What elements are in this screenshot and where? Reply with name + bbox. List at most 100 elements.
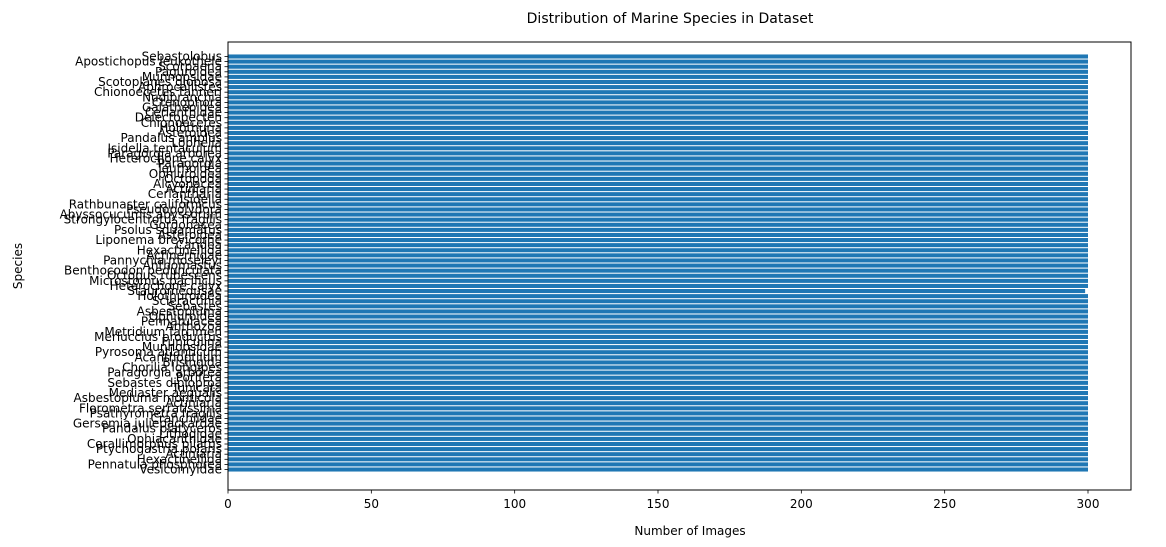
y-tick-label: Abyssocucumis abyssorum [60, 208, 222, 222]
y-tick-label: Lophelia [172, 136, 222, 150]
x-ticks-group: 0 50 100 150 200 250 300 [224, 490, 1099, 511]
plot-frame [227, 41, 1132, 491]
bar [228, 243, 1088, 248]
y-tick-label: Paragorgia [158, 157, 222, 171]
bar [228, 207, 1088, 212]
x-tick-label: 100 [503, 497, 526, 511]
bars-group [228, 54, 1088, 472]
bar [228, 345, 1088, 350]
bar [228, 406, 1088, 411]
y-tick-label: Brisingida [162, 355, 222, 369]
y-tick-label: Hexactinellida [137, 243, 222, 257]
bar [228, 146, 1088, 151]
bar [228, 181, 1088, 187]
y-tick-label: Octopus rubescens [107, 269, 222, 283]
bar [228, 441, 1088, 447]
y-tick-label: Acanthoptilum [135, 350, 223, 364]
bar [228, 171, 1088, 176]
bar [228, 85, 1088, 90]
bar [228, 217, 1088, 222]
bar [228, 380, 1088, 385]
y-tick-label: Holothuroidea [137, 289, 222, 303]
bar [228, 120, 1088, 125]
y-tick-label: Tunicata [171, 381, 222, 395]
y-axis-label: Species [11, 243, 25, 289]
bar [228, 452, 1088, 457]
bar [228, 197, 1088, 202]
bar [228, 324, 1088, 329]
y-tick-label: Chorilia longipes [122, 361, 222, 375]
y-tick-label: Metridium farcimen [104, 325, 222, 339]
y-tick-label: Sebastes diploproa [107, 376, 222, 390]
y-tick-label: Pandalus platyceros [102, 422, 222, 436]
bar [228, 299, 1088, 304]
bar [228, 232, 1088, 237]
bar [228, 390, 1088, 396]
bar [228, 141, 1088, 146]
y-tick-label: Galatheoidea [142, 100, 222, 114]
y-tick-label: Sebastolobus [142, 50, 222, 64]
y-tick-label: Actiniaria [165, 182, 222, 196]
bar [228, 375, 1088, 380]
x-tick-label: 300 [1077, 497, 1100, 511]
bar [228, 283, 1088, 288]
y-tick-label: Isidella [180, 192, 222, 206]
y-tick-label: Actiniaria [165, 447, 222, 461]
bar [228, 151, 1088, 156]
bar [228, 110, 1088, 115]
bar [228, 314, 1088, 319]
bar [228, 365, 1088, 370]
bar [228, 54, 1088, 59]
bar [228, 192, 1088, 197]
x-tick-label: 150 [647, 497, 670, 511]
bar [228, 457, 1088, 462]
y-tick-label: Paguroidea [155, 65, 222, 79]
bar [228, 289, 1086, 294]
y-tick-label: Paragorgia arborea [107, 146, 222, 160]
y-tick-label: Actinernidae [146, 248, 222, 262]
bar [228, 304, 1088, 309]
y-tick-label: Ophiacanthidae [127, 432, 222, 446]
bar [228, 416, 1088, 421]
bar [228, 334, 1088, 339]
bar [228, 431, 1088, 436]
bar [228, 447, 1088, 452]
bar [228, 294, 1088, 299]
bar [228, 248, 1088, 253]
bar [228, 105, 1088, 110]
bar [228, 161, 1088, 166]
y-tick-label: Apostichopus leukothele [75, 55, 222, 69]
y-tick-label: Pyrosoma atlanticum [95, 345, 222, 359]
y-tick-label: Alcyonacea [153, 177, 222, 191]
bar [228, 156, 1088, 161]
bar [228, 339, 1088, 345]
bar [228, 396, 1088, 401]
y-tick-label: Merluccius productus [94, 330, 222, 344]
y-tick-label: Anthomastus [143, 259, 222, 273]
bar [228, 95, 1088, 100]
x-tick-label: 200 [790, 497, 813, 511]
y-tick-label: Stauromedusae [127, 284, 222, 298]
bar [228, 273, 1088, 278]
bar [228, 227, 1088, 232]
y-tick-label: Florometra serratissima [79, 401, 222, 415]
y-tick-label: Cerianthidae [145, 106, 222, 120]
y-tick-label: Benthocodon pedunculata [64, 264, 222, 278]
x-tick-label: 0 [224, 497, 232, 511]
bar [228, 69, 1088, 74]
bar [228, 401, 1088, 406]
bar [228, 411, 1088, 416]
bar [228, 125, 1088, 130]
y-tick-label: Pseudopolydora [126, 202, 222, 216]
y-tick-label: Pennatulacea [141, 315, 222, 329]
y-tick-label: Asbestopluma monticola [74, 391, 222, 405]
y-tick-label: Ctenophora [152, 95, 222, 109]
y-tick-label: Pandalus amplus [121, 131, 222, 145]
bar [228, 202, 1088, 207]
bar [228, 79, 1088, 85]
y-tick-label: Asbestopluma [137, 304, 222, 318]
bar [228, 212, 1088, 217]
bar [228, 360, 1088, 365]
chart-title: Distribution of Marine Species in Datase… [527, 11, 814, 27]
